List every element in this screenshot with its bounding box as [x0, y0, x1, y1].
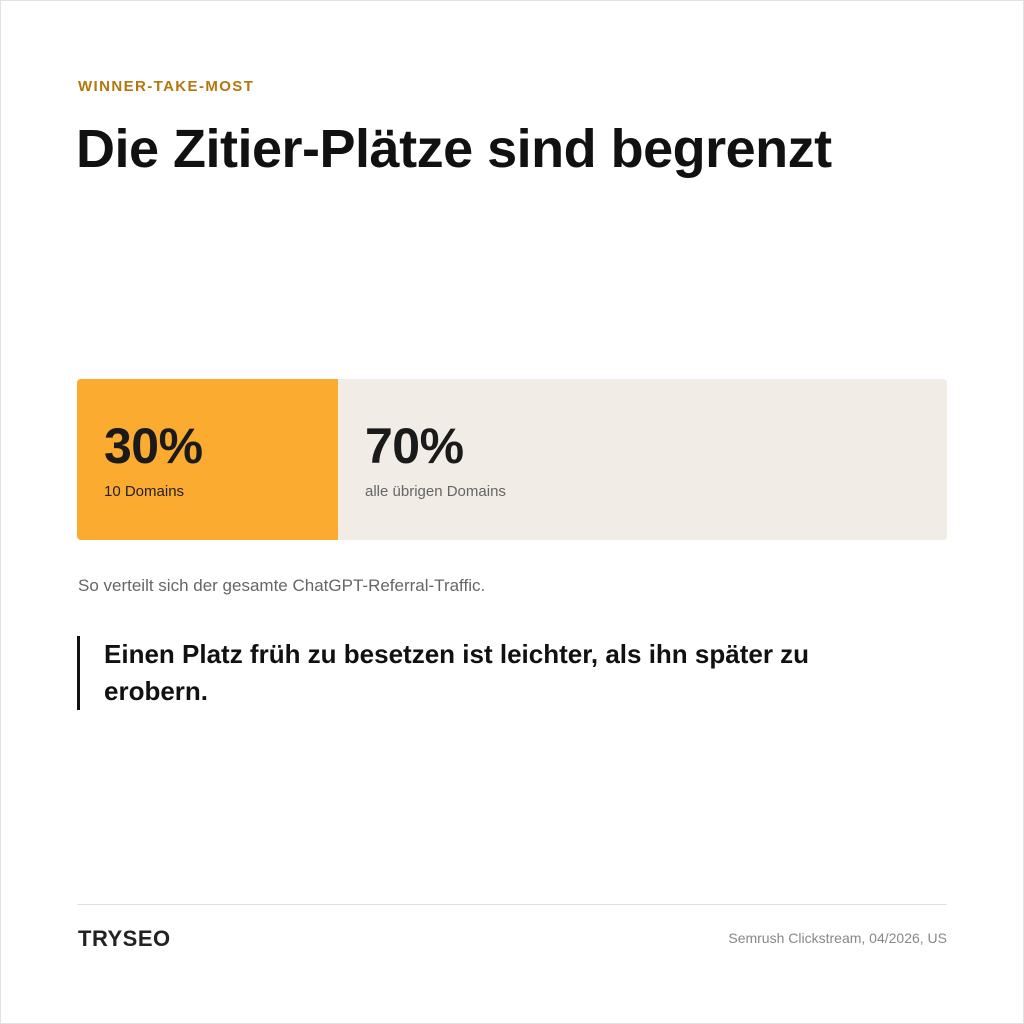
- brand-logo: TRYSEO: [78, 926, 171, 951]
- chart-caption: So verteilt sich der gesamte ChatGPT-Ref…: [78, 576, 486, 595]
- bar-segment-2: 70% alle übrigen Domains: [338, 379, 947, 540]
- eyebrow-label: WINNER-TAKE-MOST: [78, 78, 255, 95]
- segment-category-label: alle übrigen Domains: [365, 483, 506, 500]
- segment-value-label: 30%: [104, 418, 203, 474]
- segment-value-label: 70%: [365, 418, 464, 474]
- pull-quote: Einen Platz früh zu besetzen ist leichte…: [77, 636, 904, 710]
- segment-category-label: 10 Domains: [104, 483, 185, 500]
- footer-divider: [77, 904, 947, 905]
- bar-segment-1: 30% 10 Domains: [77, 379, 338, 540]
- page-title: Die Zitier-Plätze sind begrenzt: [76, 119, 832, 179]
- source-note: Semrush Clickstream, 04/2026, US: [728, 930, 947, 946]
- share-bar-chart: 30% 10 Domains 70% alle übrigen Domains: [77, 379, 947, 540]
